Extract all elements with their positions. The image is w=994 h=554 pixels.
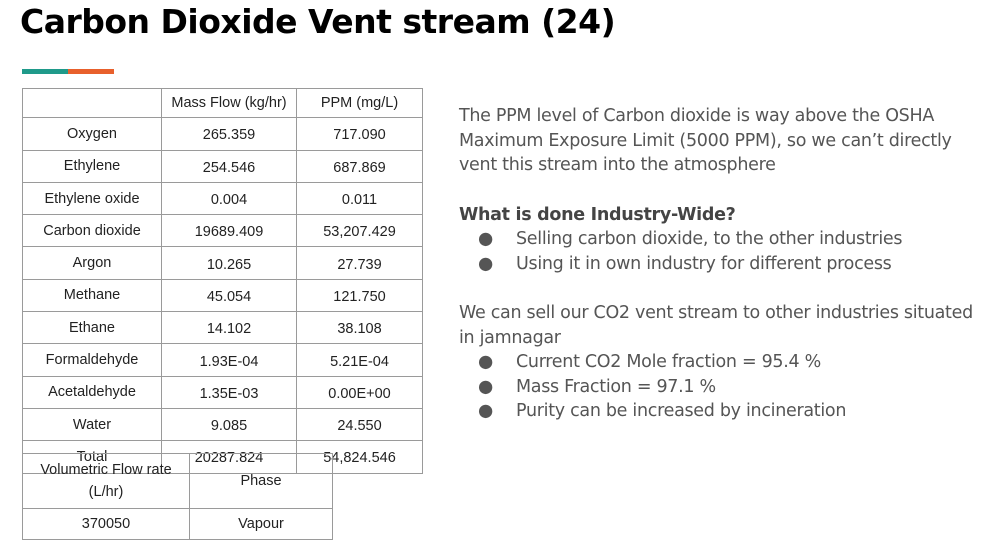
cell-ppm: 27.739 bbox=[296, 246, 423, 280]
table-row: Argon 10.265 27.739 bbox=[22, 246, 423, 280]
table-row: Formaldehyde 1.93E-04 5.21E-04 bbox=[22, 343, 423, 377]
page-title: Carbon Dioxide Vent stream (24) bbox=[20, 2, 616, 41]
table-row: Ethane 14.102 38.108 bbox=[22, 311, 423, 345]
cell-component: Methane bbox=[22, 278, 162, 313]
list-item: ● Selling carbon dioxide, to the other in… bbox=[459, 227, 989, 252]
cell-mass-flow: 1.35E-03 bbox=[161, 375, 297, 409]
cell-component: Argon bbox=[22, 246, 162, 280]
osha-paragraph: The PPM level of Carbon dioxide is way a… bbox=[459, 106, 952, 175]
cell-ppm: 24.550 bbox=[296, 407, 423, 442]
cell-component: Ethylene oxide bbox=[22, 181, 162, 216]
cell-ppm: 687.869 bbox=[296, 149, 423, 183]
bullet-icon: ● bbox=[478, 376, 493, 397]
cell-mass-flow: 19689.409 bbox=[161, 214, 297, 248]
composition-table: Mass Flow (kg/hr) PPM (mg/L) Oxygen 265.3… bbox=[22, 87, 423, 474]
cell-ppm: 0.011 bbox=[296, 181, 423, 216]
flow-table-header: Volumetric Flow rate (L/hr) Phase bbox=[22, 453, 333, 509]
list-item-text: Purity can be increased by incineration bbox=[516, 401, 847, 421]
header-cell-mass-flow: Mass Flow (kg/hr) bbox=[161, 87, 297, 119]
list-item-text: Current CO2 Mole fraction = 95.4 % bbox=[516, 352, 821, 372]
table-row: Oxygen 265.359 717.090 bbox=[22, 117, 423, 151]
composition-table-body: Oxygen 265.359 717.090 Ethylene 254.546 687.8… bbox=[22, 117, 423, 474]
table-row: 370050 Vapour bbox=[22, 508, 333, 540]
list-item-text: Mass Fraction = 97.1 % bbox=[516, 376, 716, 397]
cell-mass-flow: 45.054 bbox=[161, 278, 297, 313]
cell-mass-flow: 14.102 bbox=[161, 311, 297, 345]
cell-volumetric-flow-value: 370050 bbox=[22, 508, 190, 540]
accent-bar-teal bbox=[22, 69, 68, 74]
cell-ppm: 121.750 bbox=[296, 278, 423, 313]
bullet-icon: ● bbox=[478, 253, 493, 274]
cell-mass-flow: 265.359 bbox=[161, 117, 297, 151]
table-row: Methane 45.054 121.750 bbox=[22, 278, 423, 313]
cell-ppm: 5.21E-04 bbox=[296, 343, 423, 377]
header-cell-phase: Phase bbox=[189, 453, 333, 509]
cell-mass-flow: 9.085 bbox=[161, 407, 297, 442]
table-row: Ethylene 254.546 687.869 bbox=[22, 149, 423, 183]
explanation-text: The PPM level of Carbon dioxide is way a… bbox=[459, 104, 989, 424]
cell-component: Formaldehyde bbox=[22, 343, 162, 377]
flow-table: Volumetric Flow rate (L/hr) Phase 370050… bbox=[22, 453, 333, 540]
bullet-icon: ● bbox=[478, 229, 493, 249]
list-item: ● Using it in own industry for different … bbox=[459, 252, 989, 277]
cell-ppm: 717.090 bbox=[296, 117, 423, 151]
cell-ppm: 0.00E+00 bbox=[296, 375, 423, 409]
header-cell-ppm: PPM (mg/L) bbox=[296, 87, 423, 119]
table-row: Water 9.085 24.550 bbox=[22, 407, 423, 442]
sell-paragraph: We can sell our CO2 vent stream to other… bbox=[459, 303, 973, 348]
industry-wide-heading: What is done Industry-Wide? bbox=[459, 204, 736, 225]
cell-component: Water bbox=[22, 407, 162, 442]
co2-properties-list: ● Current CO2 Mole fraction = 95.4 % ● Mass… bbox=[459, 350, 989, 424]
list-item: ● Purity can be increased by incineration bbox=[459, 399, 989, 424]
cell-mass-flow: 254.546 bbox=[161, 149, 297, 183]
bullet-icon: ● bbox=[478, 401, 493, 421]
cell-component: Carbon dioxide bbox=[22, 214, 162, 248]
cell-component: Acetaldehyde bbox=[22, 375, 162, 409]
accent-bar-orange bbox=[68, 69, 114, 74]
list-item: ● Current CO2 Mole fraction = 95.4 % bbox=[459, 350, 989, 375]
cell-component: Ethylene bbox=[22, 149, 162, 183]
cell-mass-flow: 10.265 bbox=[161, 246, 297, 280]
table-row: Acetaldehyde 1.35E-03 0.00E+00 bbox=[22, 375, 423, 409]
cell-mass-flow: 0.004 bbox=[161, 181, 297, 216]
industry-practice-list: ● Selling carbon dioxide, to the other in… bbox=[459, 227, 989, 276]
bullet-icon: ● bbox=[478, 352, 493, 372]
cell-component: Oxygen bbox=[22, 117, 162, 151]
cell-phase-value: Vapour bbox=[189, 508, 333, 540]
header-cell-component bbox=[22, 87, 162, 119]
cell-ppm: 53,207.429 bbox=[296, 214, 423, 248]
cell-mass-flow: 1.93E-04 bbox=[161, 343, 297, 377]
cell-component: Ethane bbox=[22, 311, 162, 345]
table-row: Ethylene oxide 0.004 0.011 bbox=[22, 181, 423, 216]
composition-table-header: Mass Flow (kg/hr) PPM (mg/L) bbox=[22, 87, 423, 119]
table-row: Carbon dioxide 19689.409 53,207.429 bbox=[22, 214, 423, 248]
title-accent-bar bbox=[22, 69, 114, 74]
header-cell-volumetric-flow: Volumetric Flow rate (L/hr) bbox=[22, 453, 190, 509]
list-item-text: Selling carbon dioxide, to the other ind… bbox=[516, 229, 903, 249]
list-item-text: Using it in own industry for different p… bbox=[516, 253, 892, 274]
cell-ppm: 38.108 bbox=[296, 311, 423, 345]
list-item: ● Mass Fraction = 97.1 % bbox=[459, 375, 989, 400]
